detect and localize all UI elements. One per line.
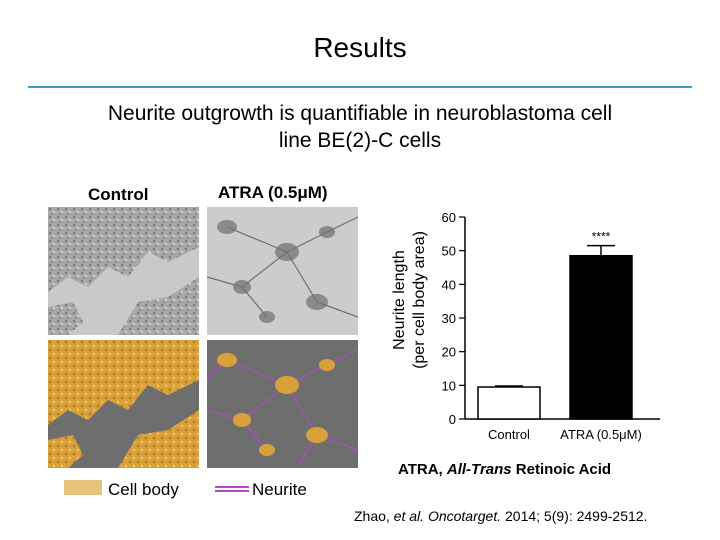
subtitle-line-2: line BE(2)-C cells bbox=[278, 129, 442, 152]
y-tick-label: 40 bbox=[442, 277, 456, 292]
slide-subtitle: Neurite outgrowth is quantifiable in neu… bbox=[20, 100, 700, 154]
y-tick-label: 10 bbox=[442, 378, 456, 393]
significance-marker: **** bbox=[592, 230, 611, 244]
slide-title: Results bbox=[313, 32, 407, 63]
citation-suffix: 2014; 5(9): 2499-2512. bbox=[501, 508, 648, 524]
neurite-length-bar-chart: Neurite length (per cell body area) 0 10 2… bbox=[391, 210, 660, 442]
citation-journal: et al. Oncotarget. bbox=[393, 508, 502, 524]
bar bbox=[477, 386, 541, 420]
abbreviation-note: ATRA, All-Trans Retinoic Acid bbox=[398, 461, 611, 478]
atra-panel-label: ATRA (0.5μM) bbox=[218, 183, 328, 202]
cell-body-legend-label: Cell body bbox=[108, 480, 179, 499]
x-category-label: Control bbox=[488, 427, 530, 442]
y-axis-title: Neurite length (per cell body area) bbox=[391, 231, 428, 369]
y-axis-title-line-2: (per cell body area) bbox=[411, 231, 428, 369]
y-tick-label: 0 bbox=[449, 412, 456, 427]
cell-body-legend-swatch bbox=[64, 480, 102, 495]
y-tick-label: 60 bbox=[442, 210, 456, 225]
neurite-legend-label: Neurite bbox=[252, 480, 307, 499]
abbreviation-suffix: Retinoic Acid bbox=[511, 461, 612, 478]
y-tick-label: 30 bbox=[442, 311, 456, 326]
citation-prefix: Zhao, bbox=[354, 508, 394, 524]
x-category-label: ATRA (0.5μM) bbox=[560, 427, 642, 442]
control-overlay-image bbox=[48, 340, 199, 468]
abbreviation-prefix: ATRA, bbox=[398, 461, 447, 478]
subtitle-line-1: Neurite outgrowth is quantifiable in neu… bbox=[107, 102, 613, 125]
atra-overlay-image bbox=[207, 340, 358, 468]
title-divider bbox=[28, 86, 692, 88]
y-tick-label: 20 bbox=[442, 345, 456, 360]
abbreviation-italic: All-Trans bbox=[446, 461, 512, 478]
control-brightfield-image bbox=[48, 207, 199, 335]
bar bbox=[569, 254, 633, 420]
control-panel-label: Control bbox=[88, 185, 149, 204]
atra-brightfield-image bbox=[207, 207, 358, 335]
neurite-legend-swatch bbox=[215, 486, 249, 492]
y-tick-label: 50 bbox=[442, 244, 456, 259]
citation: Zhao, et al. Oncotarget. 2014; 5(9): 249… bbox=[354, 508, 647, 524]
y-axis-title-line-1: Neurite length bbox=[391, 250, 408, 350]
